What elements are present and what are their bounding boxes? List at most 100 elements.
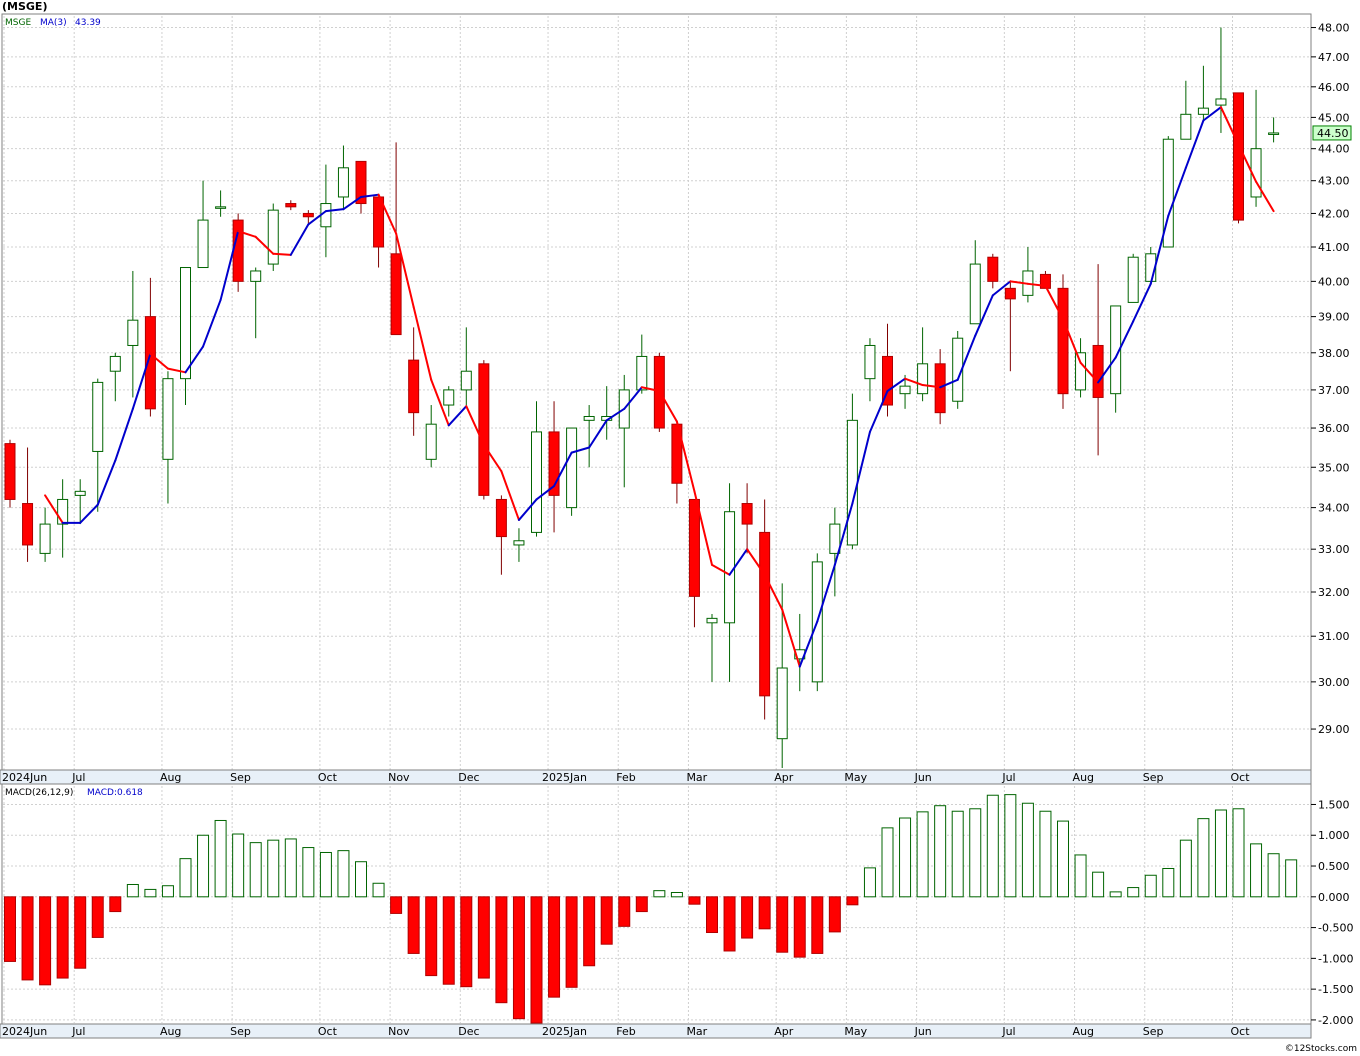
candle-body xyxy=(495,498,507,538)
candle xyxy=(917,327,929,402)
price-tick-label: 43.00 xyxy=(1318,175,1350,188)
price-tick-label: 42.00 xyxy=(1318,207,1350,220)
candle-body xyxy=(162,378,174,460)
macd-bar xyxy=(179,858,192,898)
candle-body xyxy=(583,415,595,421)
ma-segment xyxy=(605,407,626,422)
candle xyxy=(302,210,314,224)
candle-body xyxy=(987,256,999,282)
date-tick-label: Jul xyxy=(1001,1025,1015,1038)
ma-segment xyxy=(430,378,450,427)
candle-body xyxy=(197,219,209,269)
candle xyxy=(180,267,191,406)
date-tick-label: Jul xyxy=(71,1025,85,1038)
ma-segment xyxy=(307,210,327,226)
macd-bar xyxy=(232,833,245,898)
price-tick-label: 32.00 xyxy=(1318,586,1350,599)
date-tick-label: Oct xyxy=(318,1025,338,1038)
candle-body xyxy=(566,427,578,509)
candle-body xyxy=(250,270,262,282)
candle xyxy=(250,267,262,339)
candle-body xyxy=(285,203,297,208)
macd-bar xyxy=(846,896,859,906)
date-tick-label: Jun xyxy=(914,1025,932,1038)
candle-body xyxy=(355,160,367,205)
date-tick-label: Apr xyxy=(774,1025,794,1038)
ma-segment xyxy=(1184,119,1205,169)
price-axis: 29.00 30.00 31.00 32.00 33.00 34.00 35.00 36.00… xyxy=(1311,22,1350,736)
macd-bar xyxy=(565,896,578,988)
macd-bar xyxy=(758,896,771,930)
macd-bar xyxy=(460,896,473,988)
date-tick-label: Oct xyxy=(1231,771,1251,784)
ma-segment xyxy=(658,390,678,423)
macd-legend-label: MACD(26,12,9) xyxy=(5,788,73,798)
date-tick-label: 2025Jan xyxy=(542,771,587,784)
ma-segment xyxy=(781,608,801,668)
candle-body xyxy=(1004,287,1016,300)
macd-bar xyxy=(214,819,227,898)
candle-body xyxy=(390,253,402,336)
ma-segment xyxy=(640,386,661,393)
macd-bar xyxy=(1197,818,1210,898)
price-date-axis: 2024Jun Jul Aug Sep Oct Nov Dec 2025Jan Feb Mar Ap… xyxy=(2,771,1250,784)
candle xyxy=(1075,338,1087,398)
ma-segment xyxy=(254,235,275,255)
candle xyxy=(232,213,244,292)
candle xyxy=(829,507,841,597)
candle xyxy=(267,203,279,271)
ma-segment xyxy=(904,377,924,387)
macd-bar xyxy=(811,896,824,954)
candle xyxy=(355,160,367,214)
candle xyxy=(1004,281,1016,372)
ma-segment xyxy=(149,352,169,370)
macd-axis: -2.000 -1.500 -1.000 -0.500 0.000 0.500 1.000 1… xyxy=(1311,798,1353,1027)
macd-bar xyxy=(1127,887,1140,898)
ma-segment xyxy=(517,498,538,521)
candlestick-series xyxy=(4,27,1280,768)
macd-bar xyxy=(267,839,280,898)
candle xyxy=(460,327,472,406)
ma-segment xyxy=(1097,356,1117,384)
date-tick-label: Aug xyxy=(1073,1025,1094,1038)
macd-bar xyxy=(583,896,596,967)
ma-segment xyxy=(237,230,257,238)
date-tick-label: Dec xyxy=(458,771,479,784)
macd-bar xyxy=(1092,871,1105,898)
date-tick-label: Mar xyxy=(686,1025,707,1038)
macd-bar xyxy=(442,896,455,985)
candle xyxy=(390,142,402,336)
candle-body xyxy=(39,523,51,554)
price-tick-label: 44.00 xyxy=(1318,143,1350,156)
ma-segment xyxy=(1009,280,1029,285)
ma-segment xyxy=(728,548,749,576)
candle-body xyxy=(1075,352,1087,391)
ma-segment xyxy=(711,563,731,576)
macd-bar xyxy=(600,896,613,945)
candle xyxy=(741,483,753,554)
ma-segment xyxy=(939,378,959,389)
candle xyxy=(513,528,525,562)
candle xyxy=(22,447,34,562)
macd-bar xyxy=(548,896,561,998)
macd-bar xyxy=(706,896,718,934)
macd-bar xyxy=(39,896,52,986)
ma-segment xyxy=(1114,320,1135,359)
candle-body xyxy=(320,203,332,228)
candle xyxy=(337,145,349,211)
macd-bar xyxy=(126,883,139,898)
candle-body xyxy=(92,381,104,452)
ma-segment xyxy=(991,280,1012,297)
candle xyxy=(688,498,700,628)
ma-segment xyxy=(272,252,292,256)
ma-segment xyxy=(482,443,503,473)
candle xyxy=(495,495,507,575)
macd-bar xyxy=(161,885,174,898)
ma-segment xyxy=(851,430,871,505)
candle xyxy=(1057,274,1069,409)
candle xyxy=(583,405,595,468)
price-tick-label: 45.00 xyxy=(1318,111,1350,124)
candle-body xyxy=(74,490,86,496)
candle-body xyxy=(1057,287,1069,395)
date-tick-label: 2024Jun xyxy=(2,1025,47,1038)
